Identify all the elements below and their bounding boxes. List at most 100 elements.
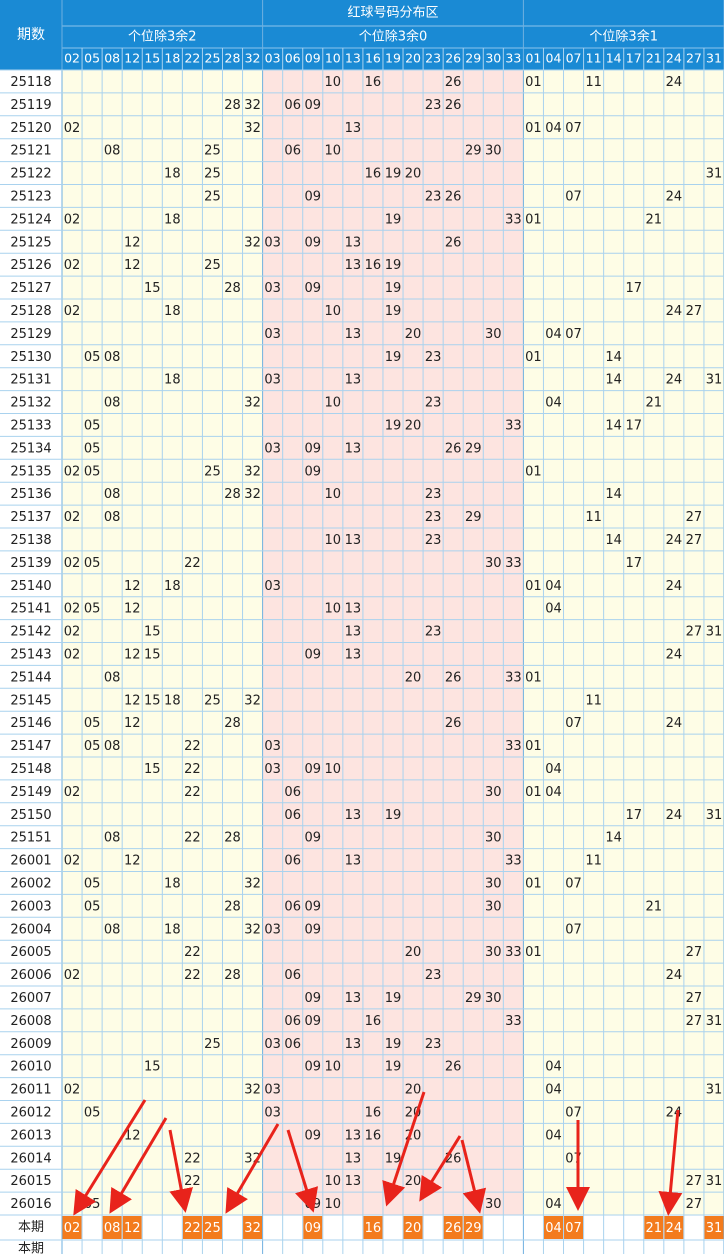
drawn-number: 04 [545,579,562,594]
drawn-number: 02 [64,464,81,479]
selected-number[interactable]: 32 [244,1221,261,1236]
drawn-number: 17 [625,281,642,296]
drawn-number: 30 [485,327,502,342]
drawn-number: 13 [345,121,362,136]
drawn-number: 05 [84,464,101,479]
drawn-number: 07 [565,922,582,937]
selected-cell[interactable] [102,1216,122,1239]
drawn-number: 01 [525,121,542,136]
drawn-number: 10 [325,1174,342,1189]
selected-number[interactable]: 25 [204,1221,221,1236]
drawn-number: 23 [425,533,442,548]
selected-number[interactable]: 29 [465,1221,482,1236]
drawn-number: 12 [124,258,141,273]
period: 25121 [10,144,51,159]
drawn-number: 05 [84,556,101,571]
selected-cell[interactable] [363,1216,383,1239]
selected-cell[interactable] [664,1216,684,1239]
selected-cell[interactable] [644,1216,664,1239]
drawn-number: 04 [545,1197,562,1212]
drawn-number: 09 [304,922,321,937]
drawn-number: 32 [244,1083,261,1098]
column-number: 14 [606,51,622,66]
selected-number[interactable]: 21 [646,1221,663,1236]
group-name: 个位除3余1 [589,29,658,45]
selected-number[interactable]: 16 [365,1221,382,1236]
selected-number[interactable]: 20 [405,1221,422,1236]
drawn-number: 16 [365,1128,382,1143]
selected-number[interactable]: 07 [565,1221,582,1236]
drawn-number: 01 [525,464,542,479]
period: 26014 [10,1151,51,1166]
drawn-number: 18 [164,579,181,594]
drawn-number: 24 [666,533,683,548]
drawn-number: 07 [565,327,582,342]
column-number: 29 [465,51,481,66]
drawn-number: 09 [304,1197,321,1212]
selected-cell[interactable] [303,1216,323,1239]
drawn-number: 19 [385,1037,402,1052]
selected-cell[interactable] [182,1216,202,1239]
drawn-number: 33 [505,556,522,571]
selected-number[interactable]: 31 [706,1221,723,1236]
drawn-number: 13 [345,1174,362,1189]
selected-cell[interactable] [543,1216,564,1239]
selected-cell[interactable] [564,1216,584,1239]
drawn-number: 05 [84,602,101,617]
drawn-number: 32 [244,464,261,479]
selected-cell[interactable] [443,1216,463,1239]
drawn-number: 01 [525,739,542,754]
drawn-number: 23 [425,968,442,983]
drawn-number: 14 [605,418,622,433]
selected-cell[interactable] [403,1216,423,1239]
drawn-number: 21 [646,899,663,914]
selected-number[interactable]: 09 [304,1221,321,1236]
drawn-number: 08 [104,350,121,365]
drawn-number: 10 [325,762,342,777]
selected-number[interactable]: 24 [666,1221,683,1236]
column-number: 16 [365,51,381,66]
drawn-number: 02 [64,304,81,319]
drawn-number: 29 [465,510,482,525]
selected-number[interactable]: 12 [124,1221,141,1236]
drawn-number: 09 [304,281,321,296]
drawn-number: 19 [385,281,402,296]
period: 26009 [10,1037,51,1052]
drawn-number: 09 [304,831,321,846]
drawn-number: 25 [204,464,221,479]
column-number: 21 [646,51,662,66]
selected-number[interactable]: 04 [545,1221,562,1236]
drawn-number: 30 [485,899,502,914]
period: 25118 [10,75,51,90]
drawn-number: 19 [385,258,402,273]
drawn-number: 19 [385,1060,402,1075]
drawn-number: 05 [84,716,101,731]
selected-cell[interactable] [62,1216,82,1239]
selected-cell[interactable] [243,1216,263,1239]
period: 25125 [10,235,51,250]
column-number: 08 [104,51,120,66]
selected-cell[interactable] [122,1216,142,1239]
column-number: 28 [225,51,241,66]
selected-number[interactable]: 26 [445,1221,462,1236]
selected-number[interactable]: 08 [104,1221,121,1236]
period: 25127 [10,281,51,296]
drawn-number: 09 [304,441,321,456]
selected-number[interactable]: 02 [64,1221,81,1236]
drawn-number: 23 [425,98,442,113]
drawn-number: 23 [425,487,442,502]
drawn-number: 32 [244,876,261,891]
selected-cell[interactable] [202,1216,222,1239]
period: 25133 [10,418,51,433]
drawn-number: 06 [284,98,301,113]
selected-cell[interactable] [704,1216,724,1239]
column-number: 05 [84,51,100,66]
drawn-number: 14 [605,373,622,388]
selected-cell[interactable] [463,1216,483,1239]
drawn-number: 33 [505,739,522,754]
drawn-number: 28 [224,487,241,502]
selected-number[interactable]: 22 [184,1221,201,1236]
drawn-number: 24 [666,75,683,90]
column-number: 03 [265,51,281,66]
